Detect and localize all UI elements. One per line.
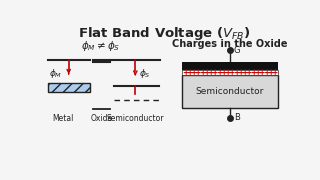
Text: +: + [224, 68, 231, 77]
Text: +: + [182, 68, 188, 77]
Text: +: + [212, 68, 218, 77]
FancyBboxPatch shape [48, 83, 90, 93]
Text: +: + [263, 68, 269, 77]
Text: +: + [207, 68, 214, 77]
Text: +: + [267, 68, 273, 77]
Text: +: + [271, 68, 277, 77]
Text: Flat Band Voltage ($V_{FB}$): Flat Band Voltage ($V_{FB}$) [78, 25, 250, 42]
Text: Charges in the Oxide: Charges in the Oxide [172, 39, 288, 49]
Text: +: + [229, 68, 235, 77]
FancyBboxPatch shape [182, 62, 278, 70]
Text: +: + [195, 68, 201, 77]
Text: +: + [254, 68, 260, 77]
Text: Semiconductor: Semiconductor [107, 114, 164, 123]
Text: +: + [237, 68, 244, 77]
Text: +: + [186, 68, 192, 77]
Text: +: + [203, 68, 209, 77]
Text: +: + [233, 68, 239, 77]
Text: +: + [250, 68, 256, 77]
Text: $\phi_M \neq \phi_S$: $\phi_M \neq \phi_S$ [81, 39, 120, 53]
Text: $\phi_S$: $\phi_S$ [139, 67, 150, 80]
Text: +: + [190, 68, 196, 77]
Text: +: + [259, 68, 265, 77]
Text: Semiconductor: Semiconductor [196, 87, 264, 96]
Text: Oxide: Oxide [90, 114, 112, 123]
Text: +: + [216, 68, 222, 77]
Text: G: G [234, 46, 240, 55]
Text: +: + [199, 68, 205, 77]
FancyBboxPatch shape [182, 75, 278, 108]
Text: Metal: Metal [52, 114, 74, 123]
Text: B: B [234, 113, 240, 122]
Text: +: + [246, 68, 252, 77]
Text: +: + [220, 68, 227, 77]
Text: $\phi_M$: $\phi_M$ [49, 67, 62, 80]
FancyBboxPatch shape [182, 70, 278, 75]
Text: +: + [242, 68, 248, 77]
